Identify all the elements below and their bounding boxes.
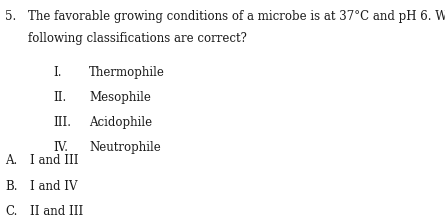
Text: Neutrophile: Neutrophile [89,141,161,154]
Text: The favorable growing conditions of a microbe is at 37°C and pH 6. Which of the: The favorable growing conditions of a mi… [28,10,445,23]
Text: A.: A. [5,154,18,167]
Text: 5.: 5. [5,10,16,23]
Text: IV.: IV. [53,141,69,154]
Text: I and IV: I and IV [30,180,78,193]
Text: Thermophile: Thermophile [89,66,165,79]
Text: II and III: II and III [30,205,84,218]
Text: B.: B. [5,180,18,193]
Text: I and III: I and III [30,154,79,167]
Text: following classifications are correct?: following classifications are correct? [28,32,247,45]
Text: III.: III. [53,116,71,129]
Text: I.: I. [53,66,62,79]
Text: C.: C. [5,205,18,218]
Text: Mesophile: Mesophile [89,91,151,104]
Text: II.: II. [53,91,67,104]
Text: Acidophile: Acidophile [89,116,152,129]
